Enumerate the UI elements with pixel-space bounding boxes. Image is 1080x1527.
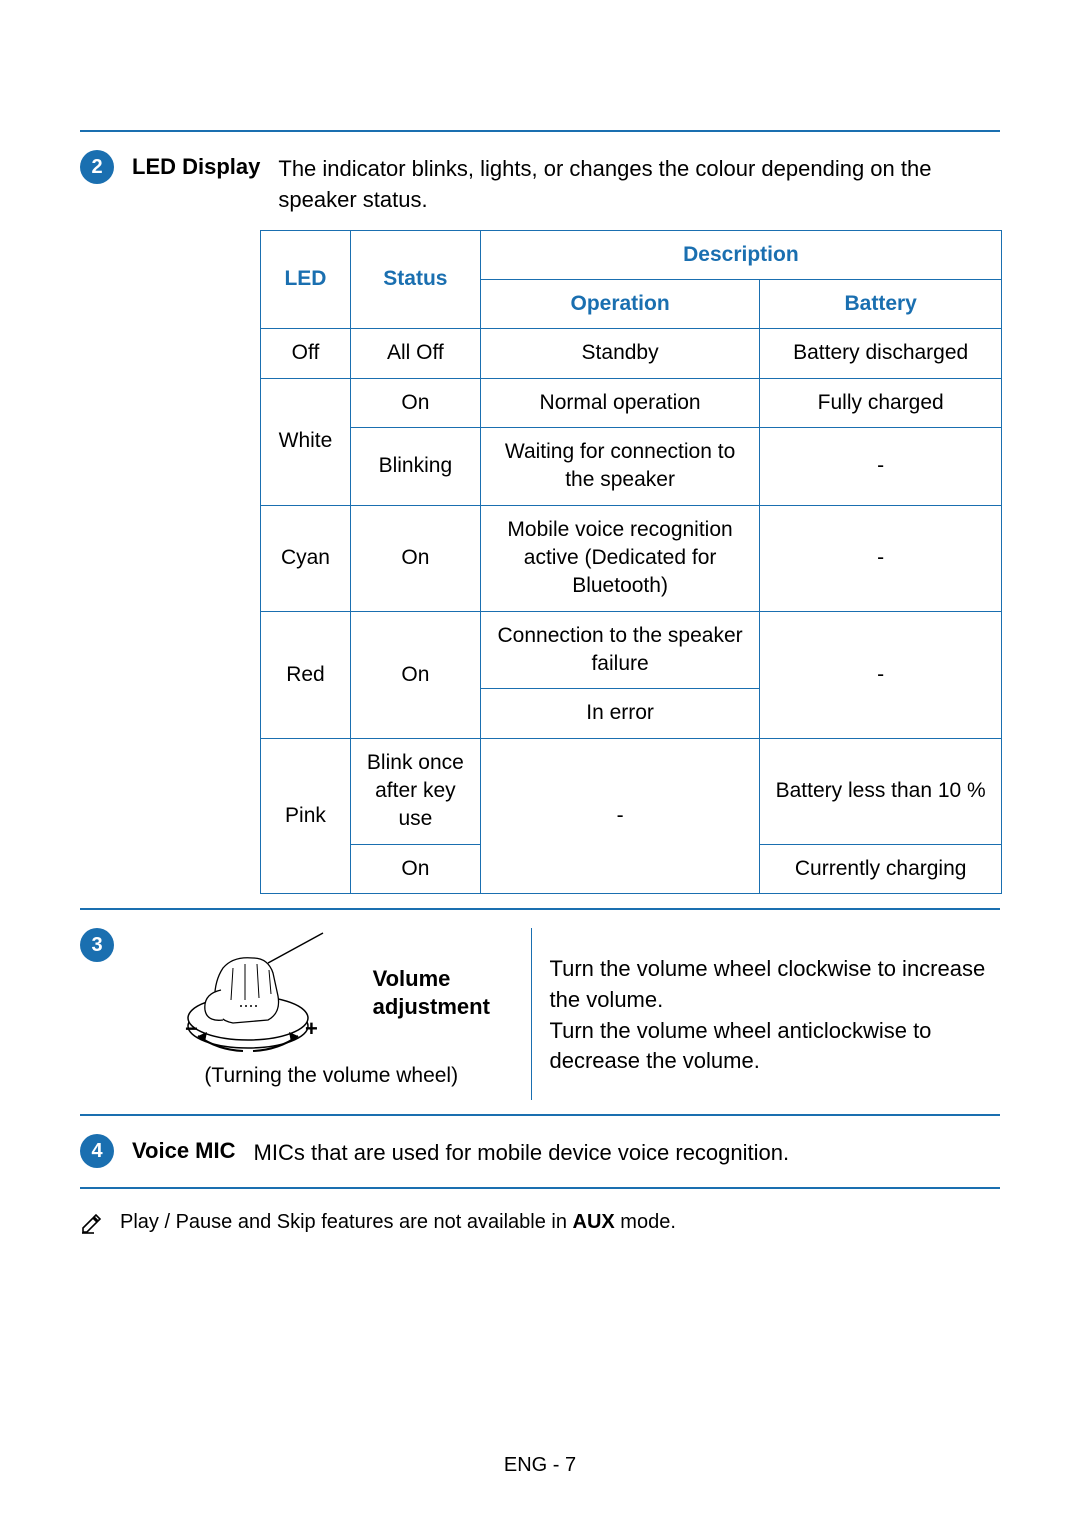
th-led: LED (261, 230, 351, 329)
volume-desc-line1: Turn the volume wheel clockwise to incre… (550, 956, 986, 1012)
volume-label-line2: adjustment (373, 994, 490, 1019)
vertical-divider (531, 928, 532, 1100)
voice-mic-label: Voice MIC (132, 1134, 236, 1164)
cell-status: On (350, 611, 480, 738)
cell-battery: Battery less than 10 % (760, 738, 1002, 844)
page-number: ENG - 7 (0, 1454, 1080, 1477)
table-row: Cyan On Mobile voice recognition active … (261, 505, 1002, 611)
table-row: Red On Connection to the speaker failure… (261, 611, 1002, 689)
th-description: Description (480, 230, 1001, 279)
th-operation: Operation (480, 279, 760, 328)
th-status: Status (350, 230, 480, 329)
volume-illustration-row: − + Volume adjustment (132, 928, 531, 1058)
cell-status: On (350, 378, 480, 427)
cell-battery: - (760, 611, 1002, 738)
section-badge-3: 3 (80, 928, 114, 962)
volume-wheel-icon: − + (173, 928, 353, 1058)
voice-mic-desc: MICs that are used for mobile device voi… (254, 1134, 790, 1169)
section-badge-4: 4 (80, 1134, 114, 1168)
cell-operation: Connection to the speaker failure (480, 611, 760, 689)
cell-status: Blink once after key use (350, 738, 480, 844)
table-row: Pink Blink once after key use - Battery … (261, 738, 1002, 844)
cell-battery: - (760, 505, 1002, 611)
cell-led: Red (261, 611, 351, 738)
table-row: Off All Off Standby Battery discharged (261, 329, 1002, 378)
led-display-desc: The indicator blinks, lights, or changes… (278, 150, 1000, 216)
cell-battery: Currently charging (760, 844, 1002, 893)
section-row: 4 Voice MIC MICs that are used for mobil… (80, 1134, 1000, 1169)
cell-battery: Battery discharged (760, 329, 1002, 378)
cell-status: Blinking (350, 427, 480, 505)
section-voice-mic: 4 Voice MIC MICs that are used for mobil… (80, 1114, 1000, 1189)
plus-icon: + (305, 1016, 318, 1041)
led-status-table: LED Status Description Operation Battery… (260, 230, 1002, 895)
led-display-label: LED Display (132, 150, 260, 180)
volume-caption: (Turning the volume wheel) (204, 1064, 458, 1088)
cell-operation: Waiting for connection to the speaker (480, 427, 760, 505)
volume-description: Turn the volume wheel clockwise to incre… (550, 928, 1001, 1077)
volume-layout: 3 (80, 928, 1000, 1100)
cell-battery: - (760, 427, 1002, 505)
th-battery: Battery (760, 279, 1002, 328)
cell-led: Pink (261, 738, 351, 893)
table-row: Blinking Waiting for connection to the s… (261, 427, 1002, 505)
volume-desc-line2: Turn the volume wheel anticlockwise to d… (550, 1018, 932, 1074)
cell-operation: Mobile voice recognition active (Dedicat… (480, 505, 760, 611)
cell-led: White (261, 378, 351, 505)
volume-label: Volume adjustment (373, 965, 490, 1022)
note-bold: AUX (573, 1211, 615, 1233)
cell-operation: Standby (480, 329, 760, 378)
section-led-display: 2 LED Display The indicator blinks, ligh… (80, 130, 1000, 894)
minus-icon: − (185, 1016, 198, 1041)
section-row: 2 LED Display The indicator blinks, ligh… (80, 150, 1000, 216)
cell-led: Off (261, 329, 351, 378)
footnote: Play / Pause and Skip features are not a… (80, 1211, 1000, 1235)
note-prefix: Play / Pause and Skip features are not a… (120, 1211, 573, 1233)
cell-operation: In error (480, 689, 760, 738)
volume-label-line1: Volume (373, 966, 451, 991)
table-row: White On Normal operation Fully charged (261, 378, 1002, 427)
cell-led: Cyan (261, 505, 351, 611)
section-badge-2: 2 (80, 150, 114, 184)
cell-battery: Fully charged (760, 378, 1002, 427)
volume-illustration-block: − + Volume adjustment (Turning the volum… (132, 928, 531, 1100)
cell-status: All Off (350, 329, 480, 378)
footnote-text: Play / Pause and Skip features are not a… (120, 1211, 676, 1234)
cell-operation: Normal operation (480, 378, 760, 427)
note-suffix: mode. (615, 1211, 676, 1233)
cell-status: On (350, 505, 480, 611)
table-header-row: LED Status Description (261, 230, 1002, 279)
cell-status: On (350, 844, 480, 893)
cell-operation: - (480, 738, 760, 893)
pencil-note-icon (80, 1211, 104, 1235)
section-volume: 3 (80, 908, 1000, 1100)
